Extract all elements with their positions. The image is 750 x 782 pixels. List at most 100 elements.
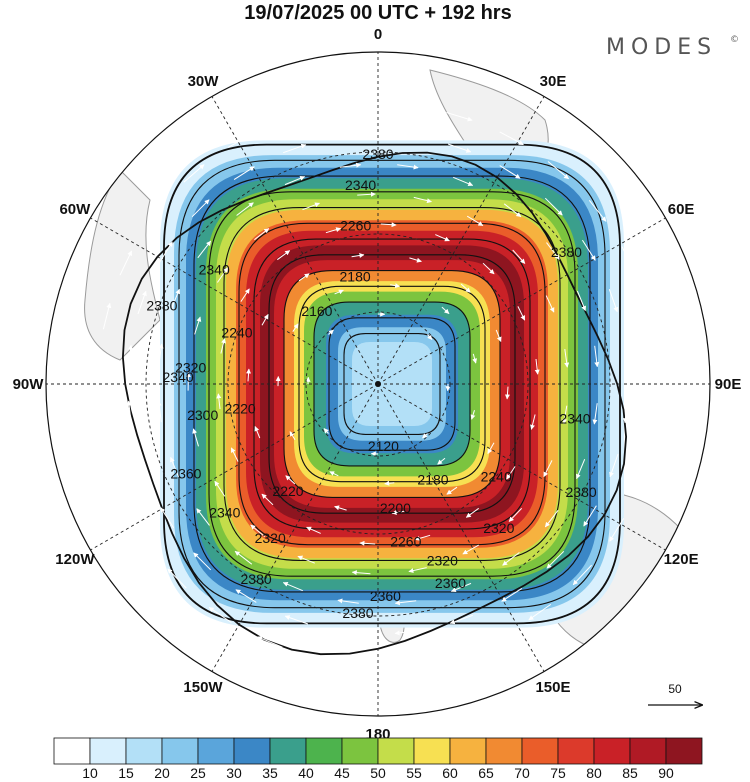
- wind-arrow: [472, 353, 478, 364]
- contour-label-text: 2360: [370, 588, 401, 604]
- wind-arrow: [409, 257, 422, 263]
- wind-arrow: [338, 629, 364, 635]
- reference-vector-label: 50: [668, 682, 682, 696]
- wind-arrow: [544, 197, 563, 216]
- contour-label-text: 2240: [481, 468, 512, 484]
- wind-arrow: [530, 414, 536, 430]
- contour-label-text: 2220: [272, 483, 303, 499]
- contour-label: 2240: [221, 325, 252, 341]
- contour-label-text: 2320: [255, 530, 286, 546]
- wind-arrow: [328, 329, 334, 335]
- wind-arrow: [192, 428, 199, 447]
- wind-arrow: [380, 222, 397, 228]
- wind-arrow: [126, 400, 132, 426]
- lon-label: 30W: [188, 73, 220, 90]
- wind-arrow: [134, 522, 150, 546]
- lon-label: 0: [374, 26, 382, 43]
- colorbar-label: 60: [442, 765, 458, 781]
- wind-arrow: [546, 550, 565, 569]
- wind-arrow: [146, 203, 164, 226]
- wind-arrow: [254, 228, 270, 241]
- wind-arrow: [137, 455, 148, 479]
- wind-arrow: [159, 241, 173, 263]
- wind-arrow: [216, 393, 222, 410]
- contour-labels: 2380 2340 2260 2180 2160 2120 2180 2200 2260 2320…: [146, 146, 597, 621]
- wind-arrow: [337, 598, 359, 604]
- colorbar-label: 65: [478, 765, 494, 781]
- colorbar-label: 45: [334, 765, 350, 781]
- wind-arrow: [298, 273, 310, 282]
- contour-label: 2120: [368, 438, 399, 454]
- meridian: [377, 96, 545, 385]
- polar-map: 2380 2340 2260 2180 2160 2120 2180 2200 2260 2320…: [46, 52, 710, 716]
- colorbar: 10 15 20 25 30 35 40 45 50 55 60 65 70 75 80 85 90: [53, 737, 703, 781]
- wind-arrow: [333, 102, 362, 108]
- height-contour: [298, 285, 486, 483]
- colorbar-swatch: [413, 737, 451, 765]
- height-contour: [193, 175, 591, 593]
- contour-label-text: 2340: [209, 505, 240, 521]
- contour-label-text: 2120: [368, 438, 399, 454]
- wind-arrow: [390, 103, 418, 109]
- brand-wordmark: MODES: [606, 35, 717, 60]
- wind-arrow: [592, 403, 598, 425]
- contour-label: 2360: [370, 588, 401, 604]
- wind-arrow: [422, 433, 428, 439]
- lon-label: 120E: [664, 551, 699, 568]
- contour-label-text: 2380: [566, 484, 597, 500]
- wind-arrow: [506, 466, 516, 480]
- wind-arrow: [394, 630, 420, 636]
- contour-label-text: 2380: [342, 605, 373, 621]
- height-contour: [268, 254, 516, 514]
- height-contour: [178, 159, 606, 609]
- wind-arrow: [414, 534, 431, 541]
- colorbar-label: 50: [370, 765, 386, 781]
- contour-label-text: 2380: [241, 571, 272, 587]
- wind-arrow: [392, 133, 418, 139]
- wind-arrow: [503, 203, 522, 218]
- wind-arrow: [594, 345, 600, 368]
- wind-arrow: [240, 288, 250, 302]
- wind-arrow: [621, 246, 635, 272]
- colorbar-label: 70: [514, 765, 530, 781]
- contour-label-text: 2340: [199, 261, 230, 277]
- wind-arrow: [197, 240, 212, 259]
- contour-label-text: 2260: [390, 534, 421, 550]
- contour-label: 2380: [551, 244, 582, 260]
- height-contour: [283, 270, 501, 498]
- lon-label: 90E: [715, 376, 742, 393]
- wind-arrow: [572, 564, 592, 586]
- wind-arrow: [477, 634, 504, 646]
- pole-marker: [375, 381, 381, 387]
- colorbar-label: 55: [406, 765, 422, 781]
- wind-arrow: [246, 368, 252, 382]
- wind-arrow: [359, 540, 376, 546]
- contour-label: 2320: [427, 553, 458, 569]
- latitude-circle: [145, 151, 611, 617]
- wind-arrow: [562, 405, 568, 425]
- wind-arrow: [236, 202, 254, 216]
- colorbar-label: 15: [118, 765, 134, 781]
- contour-label-text: 2320: [427, 553, 458, 569]
- contour-label-text: 2160: [301, 303, 332, 319]
- colorbar-label: 90: [658, 765, 674, 781]
- wind-arrow: [397, 164, 419, 170]
- wind-arrow: [435, 234, 450, 242]
- wind-arrow: [465, 507, 479, 518]
- contour-label: 2240: [481, 468, 512, 484]
- colorbar-label: 85: [622, 765, 638, 781]
- colorbar-swatch: [665, 737, 703, 765]
- wind-arrow: [390, 283, 401, 289]
- wind-arrow: [581, 239, 596, 261]
- height-contour: [238, 222, 546, 546]
- wind-arrow: [499, 131, 524, 146]
- contour-label: 2180: [417, 471, 448, 487]
- meridian: [377, 383, 666, 551]
- wind-arrow: [504, 386, 510, 400]
- wind-arrow: [624, 342, 630, 368]
- wind-arrow: [283, 143, 307, 154]
- colorbar-swatch: [629, 737, 667, 765]
- wind-arrow: [310, 654, 338, 662]
- wind-arrow: [278, 112, 306, 123]
- contour-label-text: 2220: [225, 400, 256, 416]
